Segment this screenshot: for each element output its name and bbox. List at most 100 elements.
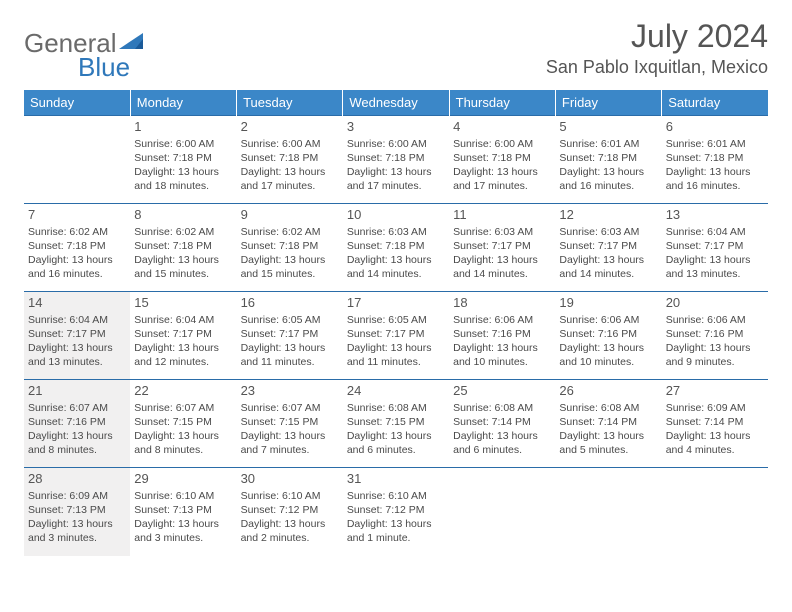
daylight-line: Daylight: 13 hours and 17 minutes. xyxy=(241,165,339,193)
sunset-line: Sunset: 7:18 PM xyxy=(241,239,339,253)
day-number: 6 xyxy=(666,118,764,136)
sunrise-line: Sunrise: 6:06 AM xyxy=(559,313,657,327)
day-header: Wednesday xyxy=(343,90,449,116)
day-number: 12 xyxy=(559,206,657,224)
calendar-cell: 9Sunrise: 6:02 AMSunset: 7:18 PMDaylight… xyxy=(237,204,343,292)
calendar-cell xyxy=(449,468,555,556)
day-header: Monday xyxy=(130,90,236,116)
sunrise-line: Sunrise: 6:01 AM xyxy=(559,137,657,151)
calendar-cell: 28Sunrise: 6:09 AMSunset: 7:13 PMDayligh… xyxy=(24,468,130,556)
sunrise-line: Sunrise: 6:10 AM xyxy=(134,489,232,503)
month-title: July 2024 xyxy=(546,18,768,55)
sunset-line: Sunset: 7:17 PM xyxy=(241,327,339,341)
sunrise-line: Sunrise: 6:08 AM xyxy=(347,401,445,415)
sunset-line: Sunset: 7:17 PM xyxy=(347,327,445,341)
day-header: Saturday xyxy=(662,90,768,116)
sunset-line: Sunset: 7:17 PM xyxy=(134,327,232,341)
sunrise-line: Sunrise: 6:07 AM xyxy=(134,401,232,415)
calendar-cell: 21Sunrise: 6:07 AMSunset: 7:16 PMDayligh… xyxy=(24,380,130,468)
calendar-cell: 26Sunrise: 6:08 AMSunset: 7:14 PMDayligh… xyxy=(555,380,661,468)
sunrise-line: Sunrise: 6:04 AM xyxy=(28,313,126,327)
sunset-line: Sunset: 7:17 PM xyxy=(559,239,657,253)
calendar-week-row: 1Sunrise: 6:00 AMSunset: 7:18 PMDaylight… xyxy=(24,116,768,204)
daylight-line: Daylight: 13 hours and 2 minutes. xyxy=(241,517,339,545)
calendar-cell: 17Sunrise: 6:05 AMSunset: 7:17 PMDayligh… xyxy=(343,292,449,380)
day-number: 9 xyxy=(241,206,339,224)
calendar-cell: 25Sunrise: 6:08 AMSunset: 7:14 PMDayligh… xyxy=(449,380,555,468)
sunset-line: Sunset: 7:18 PM xyxy=(347,239,445,253)
day-number: 24 xyxy=(347,382,445,400)
calendar-cell: 22Sunrise: 6:07 AMSunset: 7:15 PMDayligh… xyxy=(130,380,236,468)
sunrise-line: Sunrise: 6:03 AM xyxy=(453,225,551,239)
calendar-cell: 24Sunrise: 6:08 AMSunset: 7:15 PMDayligh… xyxy=(343,380,449,468)
sunrise-line: Sunrise: 6:08 AM xyxy=(559,401,657,415)
daylight-line: Daylight: 13 hours and 4 minutes. xyxy=(666,429,764,457)
day-header: Sunday xyxy=(24,90,130,116)
day-number: 26 xyxy=(559,382,657,400)
calendar-cell: 18Sunrise: 6:06 AMSunset: 7:16 PMDayligh… xyxy=(449,292,555,380)
sunrise-line: Sunrise: 6:06 AM xyxy=(453,313,551,327)
sunset-line: Sunset: 7:16 PM xyxy=(28,415,126,429)
calendar-cell: 19Sunrise: 6:06 AMSunset: 7:16 PMDayligh… xyxy=(555,292,661,380)
day-number: 30 xyxy=(241,470,339,488)
day-number: 4 xyxy=(453,118,551,136)
daylight-line: Daylight: 13 hours and 7 minutes. xyxy=(241,429,339,457)
daylight-line: Daylight: 13 hours and 8 minutes. xyxy=(134,429,232,457)
calendar-cell: 2Sunrise: 6:00 AMSunset: 7:18 PMDaylight… xyxy=(237,116,343,204)
sunrise-line: Sunrise: 6:02 AM xyxy=(28,225,126,239)
daylight-line: Daylight: 13 hours and 10 minutes. xyxy=(453,341,551,369)
day-number: 8 xyxy=(134,206,232,224)
sunset-line: Sunset: 7:17 PM xyxy=(453,239,551,253)
day-number: 29 xyxy=(134,470,232,488)
sunset-line: Sunset: 7:16 PM xyxy=(666,327,764,341)
location: San Pablo Ixquitlan, Mexico xyxy=(546,57,768,78)
sunrise-line: Sunrise: 6:10 AM xyxy=(241,489,339,503)
calendar-cell: 27Sunrise: 6:09 AMSunset: 7:14 PMDayligh… xyxy=(662,380,768,468)
daylight-line: Daylight: 13 hours and 14 minutes. xyxy=(453,253,551,281)
calendar-body: 1Sunrise: 6:00 AMSunset: 7:18 PMDaylight… xyxy=(24,116,768,556)
sunrise-line: Sunrise: 6:01 AM xyxy=(666,137,764,151)
sunrise-line: Sunrise: 6:09 AM xyxy=(666,401,764,415)
calendar-cell: 11Sunrise: 6:03 AMSunset: 7:17 PMDayligh… xyxy=(449,204,555,292)
daylight-line: Daylight: 13 hours and 6 minutes. xyxy=(453,429,551,457)
sunset-line: Sunset: 7:18 PM xyxy=(134,239,232,253)
logo-text-blue: Blue xyxy=(24,52,130,82)
calendar-cell: 8Sunrise: 6:02 AMSunset: 7:18 PMDaylight… xyxy=(130,204,236,292)
calendar-cell: 20Sunrise: 6:06 AMSunset: 7:16 PMDayligh… xyxy=(662,292,768,380)
day-number: 3 xyxy=(347,118,445,136)
sunrise-line: Sunrise: 6:05 AM xyxy=(241,313,339,327)
logo-blue-row: Blue xyxy=(24,52,130,83)
calendar-cell xyxy=(662,468,768,556)
daylight-line: Daylight: 13 hours and 11 minutes. xyxy=(241,341,339,369)
day-number: 7 xyxy=(28,206,126,224)
sunset-line: Sunset: 7:12 PM xyxy=(241,503,339,517)
sunset-line: Sunset: 7:13 PM xyxy=(134,503,232,517)
daylight-line: Daylight: 13 hours and 15 minutes. xyxy=(241,253,339,281)
calendar-week-row: 28Sunrise: 6:09 AMSunset: 7:13 PMDayligh… xyxy=(24,468,768,556)
daylight-line: Daylight: 13 hours and 15 minutes. xyxy=(134,253,232,281)
sunrise-line: Sunrise: 6:00 AM xyxy=(347,137,445,151)
daylight-line: Daylight: 13 hours and 13 minutes. xyxy=(666,253,764,281)
calendar-cell: 7Sunrise: 6:02 AMSunset: 7:18 PMDaylight… xyxy=(24,204,130,292)
daylight-line: Daylight: 13 hours and 18 minutes. xyxy=(134,165,232,193)
sunrise-line: Sunrise: 6:07 AM xyxy=(241,401,339,415)
daylight-line: Daylight: 13 hours and 17 minutes. xyxy=(347,165,445,193)
sunset-line: Sunset: 7:18 PM xyxy=(134,151,232,165)
sunset-line: Sunset: 7:17 PM xyxy=(666,239,764,253)
daylight-line: Daylight: 13 hours and 16 minutes. xyxy=(559,165,657,193)
sunset-line: Sunset: 7:18 PM xyxy=(241,151,339,165)
sunrise-line: Sunrise: 6:02 AM xyxy=(134,225,232,239)
sunset-line: Sunset: 7:12 PM xyxy=(347,503,445,517)
calendar-cell: 30Sunrise: 6:10 AMSunset: 7:12 PMDayligh… xyxy=(237,468,343,556)
sunrise-line: Sunrise: 6:03 AM xyxy=(347,225,445,239)
sunset-line: Sunset: 7:13 PM xyxy=(28,503,126,517)
calendar-cell: 1Sunrise: 6:00 AMSunset: 7:18 PMDaylight… xyxy=(130,116,236,204)
daylight-line: Daylight: 13 hours and 16 minutes. xyxy=(666,165,764,193)
daylight-line: Daylight: 13 hours and 3 minutes. xyxy=(28,517,126,545)
sunset-line: Sunset: 7:18 PM xyxy=(453,151,551,165)
sunrise-line: Sunrise: 6:06 AM xyxy=(666,313,764,327)
calendar-cell: 12Sunrise: 6:03 AMSunset: 7:17 PMDayligh… xyxy=(555,204,661,292)
daylight-line: Daylight: 13 hours and 6 minutes. xyxy=(347,429,445,457)
day-number: 23 xyxy=(241,382,339,400)
day-number: 18 xyxy=(453,294,551,312)
